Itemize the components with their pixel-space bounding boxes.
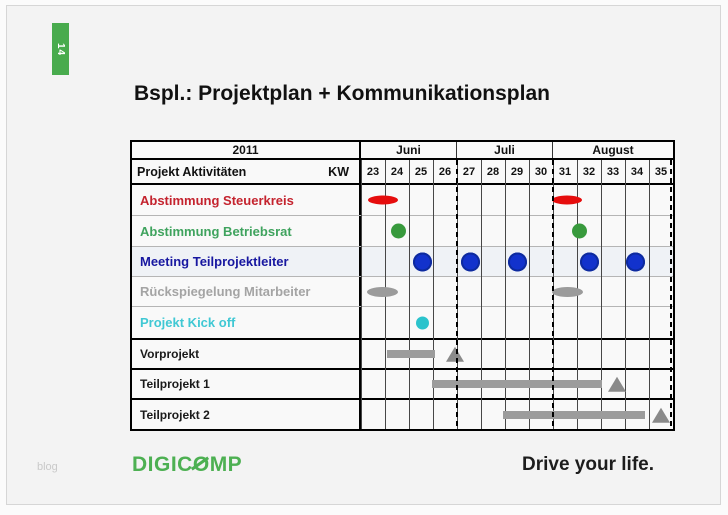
circle-marker bbox=[507, 252, 527, 271]
gantt-row: Teilprojekt 1 bbox=[132, 368, 673, 398]
month-cell: August bbox=[592, 143, 634, 157]
ellipse-marker bbox=[551, 286, 583, 297]
kw-label: KW bbox=[328, 164, 349, 179]
gantt-row-label: Rückspiegelung Mitarbeiter bbox=[132, 277, 361, 306]
week-number-cell: 25 bbox=[414, 165, 428, 178]
gantt-row: Teilprojekt 2 bbox=[132, 398, 673, 429]
gantt-row: Abstimmung Steuerkreis bbox=[132, 185, 673, 216]
week-number-cell: 28 bbox=[486, 165, 500, 178]
ellipse-marker bbox=[367, 195, 398, 205]
gantt-row-chart bbox=[361, 340, 673, 368]
ellipse-marker bbox=[367, 286, 399, 297]
bar-marker bbox=[387, 350, 436, 358]
gantt-header-weeks: Projekt Aktivitäten KW 23 24 25 26 27 28 29 30 31 3… bbox=[132, 160, 673, 185]
gantt-row: Abstimmung Betriebsrat bbox=[132, 216, 673, 247]
gantt-row-label: Teilprojekt 2 bbox=[132, 400, 361, 429]
slide-number-tab: 14 bbox=[52, 23, 69, 75]
activities-label: Projekt Aktivitäten bbox=[137, 164, 247, 179]
activities-header-cell: Projekt Aktivitäten KW bbox=[132, 160, 361, 183]
blog-watermark: blog bbox=[37, 461, 58, 473]
milestone-triangle-marker bbox=[445, 346, 464, 362]
gantt-row-label: Projekt Kick off bbox=[132, 307, 361, 338]
gantt-header-months: 2011 Juni Juli August bbox=[132, 142, 673, 160]
gantt-row-chart bbox=[361, 307, 673, 338]
week-number-cell: 32 bbox=[582, 165, 596, 178]
week-number-cell: 33 bbox=[606, 165, 620, 178]
year-cell: 2011 bbox=[132, 142, 361, 158]
circle-marker bbox=[626, 252, 646, 271]
slide-title: Bspl.: Projektplan + Kommunikationsplan bbox=[134, 82, 550, 105]
bar-marker bbox=[431, 380, 603, 388]
week-number-cell: 35 bbox=[654, 165, 668, 178]
circle-marker bbox=[579, 252, 599, 271]
week-number-cell: 27 bbox=[462, 165, 476, 178]
gantt-row: Vorprojekt bbox=[132, 338, 673, 368]
gantt-row-label: Abstimmung Betriebsrat bbox=[132, 216, 361, 246]
gantt-row-chart bbox=[361, 247, 673, 276]
gantt-row-chart bbox=[361, 277, 673, 306]
ellipse-marker bbox=[552, 195, 583, 205]
gantt-row-label: Vorprojekt bbox=[132, 340, 361, 368]
week-number-cell: 23 bbox=[366, 165, 380, 178]
digicomp-logo: DIGICOMP bbox=[132, 453, 242, 477]
gantt-row-chart bbox=[361, 185, 673, 215]
slide-number: 14 bbox=[55, 42, 66, 56]
week-number-cell: 30 bbox=[534, 165, 548, 178]
month-cell: Juli bbox=[457, 142, 553, 158]
gantt-row-label: Teilprojekt 1 bbox=[132, 370, 361, 398]
logo-text-1: DIGIC bbox=[132, 453, 193, 476]
circle-marker bbox=[415, 316, 429, 329]
week-number-cell: 31 bbox=[558, 165, 572, 178]
gantt-row-label: Abstimmung Steuerkreis bbox=[132, 185, 361, 215]
circle-marker bbox=[571, 223, 587, 239]
week-number-cell: 34 bbox=[630, 165, 644, 178]
logo-text-2: MP bbox=[209, 453, 243, 476]
gantt-table: 2011 Juni Juli August Projekt Aktivitäten KW 2… bbox=[130, 140, 675, 431]
logo-slashed-o-icon: O bbox=[192, 453, 210, 476]
gantt-row: Meeting Teilprojektleiter bbox=[132, 247, 673, 277]
gantt-row: Rückspiegelung Mitarbeiter bbox=[132, 277, 673, 307]
tagline: Drive your life. bbox=[522, 454, 654, 475]
gantt-row: Projekt Kick off bbox=[132, 307, 673, 338]
circle-marker bbox=[412, 252, 432, 271]
circle-marker bbox=[460, 252, 480, 271]
gantt-row-label: Meeting Teilprojektleiter bbox=[132, 247, 361, 276]
week-number-cell: 24 bbox=[390, 165, 404, 178]
milestone-triangle-marker bbox=[652, 407, 670, 423]
week-number-cell: 26 bbox=[438, 165, 452, 178]
circle-marker bbox=[390, 223, 406, 239]
gantt-row-chart bbox=[361, 400, 673, 429]
gantt-row-chart bbox=[361, 370, 673, 398]
month-cell: Juni bbox=[361, 142, 457, 158]
week-number-cell: 29 bbox=[510, 165, 524, 178]
gantt-row-chart bbox=[361, 216, 673, 246]
bar-marker bbox=[502, 410, 646, 419]
milestone-triangle-marker bbox=[607, 376, 626, 392]
